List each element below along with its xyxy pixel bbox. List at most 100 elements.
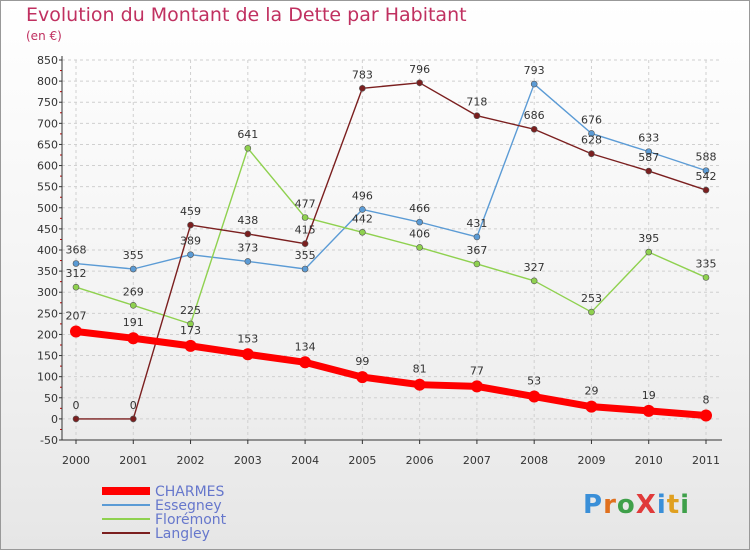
data-label: 796 [409,63,430,76]
data-point [473,260,481,268]
y-tick-label: 300 [37,286,58,299]
y-tick-label: 500 [37,202,58,215]
y-tick-label: 550 [37,181,58,194]
proxiti-logo: ProXiti [583,490,690,520]
data-point [129,265,137,273]
data-point [530,80,538,88]
data-point [645,248,653,256]
data-point [359,206,366,213]
y-tick-label: 350 [37,265,58,278]
y-tick-label: 700 [37,117,58,130]
data-label: 793 [524,64,545,77]
x-tick-labels: 2000 2001 2002 2003 2004 2005 2006 2007 2008 2009… [62,454,720,467]
data-point [642,404,655,417]
logo-letter: t [666,490,681,520]
data-label: 395 [638,232,659,245]
data-label: 19 [642,389,656,402]
logo-letter: i [680,490,691,520]
series-line-charmes [72,327,710,420]
chart-title: Evolution du Montant de la Dette par Hab… [26,4,467,26]
data-point [645,167,653,175]
x-tick-label: 2008 [520,454,548,467]
legend-label: Florémont [155,512,227,528]
x-tick-label: 2000 [62,454,90,467]
data-point [530,125,538,133]
data-label: 0 [73,399,80,412]
y-tick-label: 600 [37,160,58,173]
x-tick-label: 2002 [177,454,205,467]
data-label: 466 [409,202,430,215]
x-tick-label: 2007 [463,454,491,467]
data-label: 134 [295,340,316,353]
data-label: 415 [295,224,316,237]
y-tick-labels: -50 0 50 100 150 200 250 300 350 400 450 500 550 600 6… [37,54,58,447]
data-point [72,260,80,267]
legend-label: Essegney [155,498,222,514]
y-tick-label: 250 [37,307,58,320]
data-point [416,218,423,226]
logo-letter: o [616,490,636,520]
data-point [299,356,312,369]
data-point [244,144,252,152]
data-point [702,186,710,194]
data-label: 442 [352,212,373,225]
y-tick-label: 100 [37,371,58,384]
x-tick-label: 2009 [577,454,605,467]
data-point [356,371,369,384]
data-label: 207 [66,309,87,322]
data-label: 0 [130,399,137,412]
y-tick-label: 400 [37,244,58,257]
data-point [416,244,423,251]
data-point [702,274,710,281]
data-point [187,251,194,258]
y-tick-label: -50 [40,434,58,447]
y-tick-label: 50 [44,392,58,405]
data-point [301,240,309,247]
data-point [359,84,366,92]
data-label: 641 [237,128,258,141]
data-label: 367 [466,244,487,257]
data-point [588,308,595,316]
data-label: 355 [123,249,144,262]
data-point [585,400,598,413]
y-tick-label: 850 [37,54,58,67]
data-label: 783 [352,68,373,81]
data-point [473,112,481,120]
data-label: 355 [295,249,316,262]
data-point [359,228,366,236]
data-point [588,130,595,137]
data-label: 406 [409,227,430,240]
data-point [473,233,481,241]
logo-letter: X [635,490,657,520]
data-label: 496 [352,189,373,202]
series-line-florémont [75,147,707,325]
data-label: 389 [180,235,201,248]
x-tick-label: 2005 [348,454,376,467]
x-tick-label: 2001 [119,454,147,467]
data-point [528,390,541,403]
data-point [588,150,595,158]
y-tick-label: 750 [37,96,58,109]
data-label: 269 [123,285,144,298]
data-label: 8 [703,394,710,407]
data-label: 368 [66,244,87,257]
series-line-langley [75,82,707,420]
data-label: 312 [66,267,87,280]
data-point [530,277,538,285]
data-point [301,214,309,221]
legend-label: Langley [155,526,210,542]
data-point [470,380,483,393]
logo-letter: P [583,490,604,520]
data-point [413,378,426,391]
axes [59,56,722,444]
data-label: 542 [696,170,717,183]
data-point [129,302,137,309]
y-tick-label: 650 [37,138,58,151]
x-tick-label: 2006 [406,454,434,467]
data-point [244,258,252,265]
data-label: 587 [638,151,659,164]
data-label: 153 [237,332,258,345]
data-label: 373 [237,241,258,254]
